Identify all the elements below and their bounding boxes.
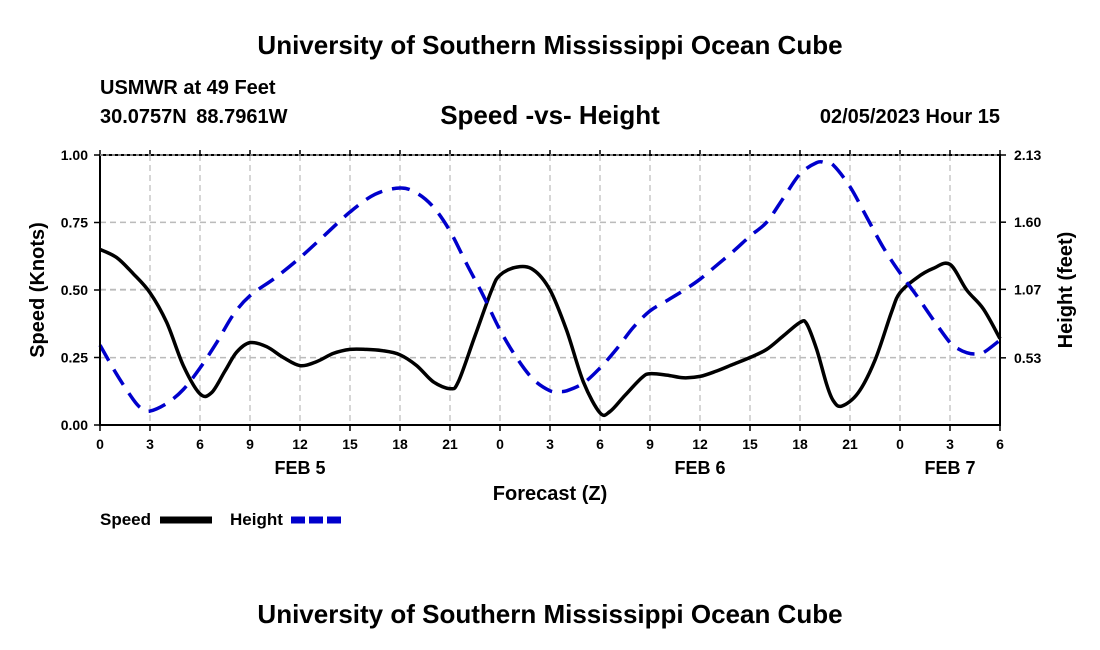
x-tick-label: 6 <box>196 436 204 452</box>
chart-title: Speed -vs- Height <box>440 100 660 130</box>
y-tick-label: 0.75 <box>61 215 88 231</box>
legend: Speed Height <box>100 510 343 529</box>
x-tick-label: 0 <box>496 436 504 452</box>
day-label: FEB 5 <box>274 458 325 478</box>
x-tick-label: 9 <box>646 436 654 452</box>
x-axis-title: Forecast (Z) <box>493 483 607 505</box>
x-tick-label: 3 <box>946 436 954 452</box>
speed-series-line <box>99 247 1002 418</box>
y2-axis-title: Height (feet) <box>1055 232 1077 349</box>
y-tick-label: 0.50 <box>61 282 88 298</box>
x-tick-label: 0 <box>96 436 104 452</box>
y-axis-title: Speed (Knots) <box>27 222 49 358</box>
run-date: 02/05/2023 Hour 15 <box>819 106 1000 128</box>
y-tick-label: 1.00 <box>61 147 88 163</box>
x-tick-label: 6 <box>596 436 604 452</box>
station-coordinates: 30.0757N 88.7961W <box>100 106 288 128</box>
x-tick-label: 0 <box>896 436 904 452</box>
station-name: USMWR at 49 Feet <box>100 77 276 99</box>
height-series-line <box>98 159 1002 414</box>
x-tick-label: 12 <box>692 436 708 452</box>
x-tick-label: 18 <box>392 436 408 452</box>
y2-tick-label: 1.60 <box>1014 214 1041 230</box>
x-tick-label: 18 <box>792 436 808 452</box>
legend-label-speed: Speed <box>100 510 151 529</box>
x-tick-label: 15 <box>742 436 758 452</box>
day-label: FEB 6 <box>674 458 725 478</box>
x-tick-label: 6 <box>996 436 1004 452</box>
axes: 0 3 6 9 12 15 18 21 0 3 6 9 12 15 18 21 0 3 6 0.00 0.25 0.50 0… <box>61 147 1042 478</box>
day-label: FEB 7 <box>924 458 975 478</box>
y2-tick-label: 0.53 <box>1014 350 1041 366</box>
page-title: University of Southern Mississippi Ocean… <box>257 30 843 60</box>
x-tick-label: 3 <box>146 436 154 452</box>
legend-label-height: Height <box>230 510 283 529</box>
y-tick-label: 0.00 <box>61 417 88 433</box>
series <box>98 159 1002 418</box>
x-tick-label: 12 <box>292 436 308 452</box>
y2-tick-label: 1.07 <box>1014 281 1041 297</box>
x-tick-label: 21 <box>442 436 458 452</box>
x-tick-label: 3 <box>546 436 554 452</box>
footer-title: University of Southern Mississippi Ocean… <box>257 599 843 629</box>
x-tick-label: 21 <box>842 436 858 452</box>
y2-tick-label: 2.13 <box>1014 147 1041 163</box>
y-tick-label: 0.25 <box>61 350 88 366</box>
x-tick-label: 9 <box>246 436 254 452</box>
x-tick-label: 15 <box>342 436 358 452</box>
